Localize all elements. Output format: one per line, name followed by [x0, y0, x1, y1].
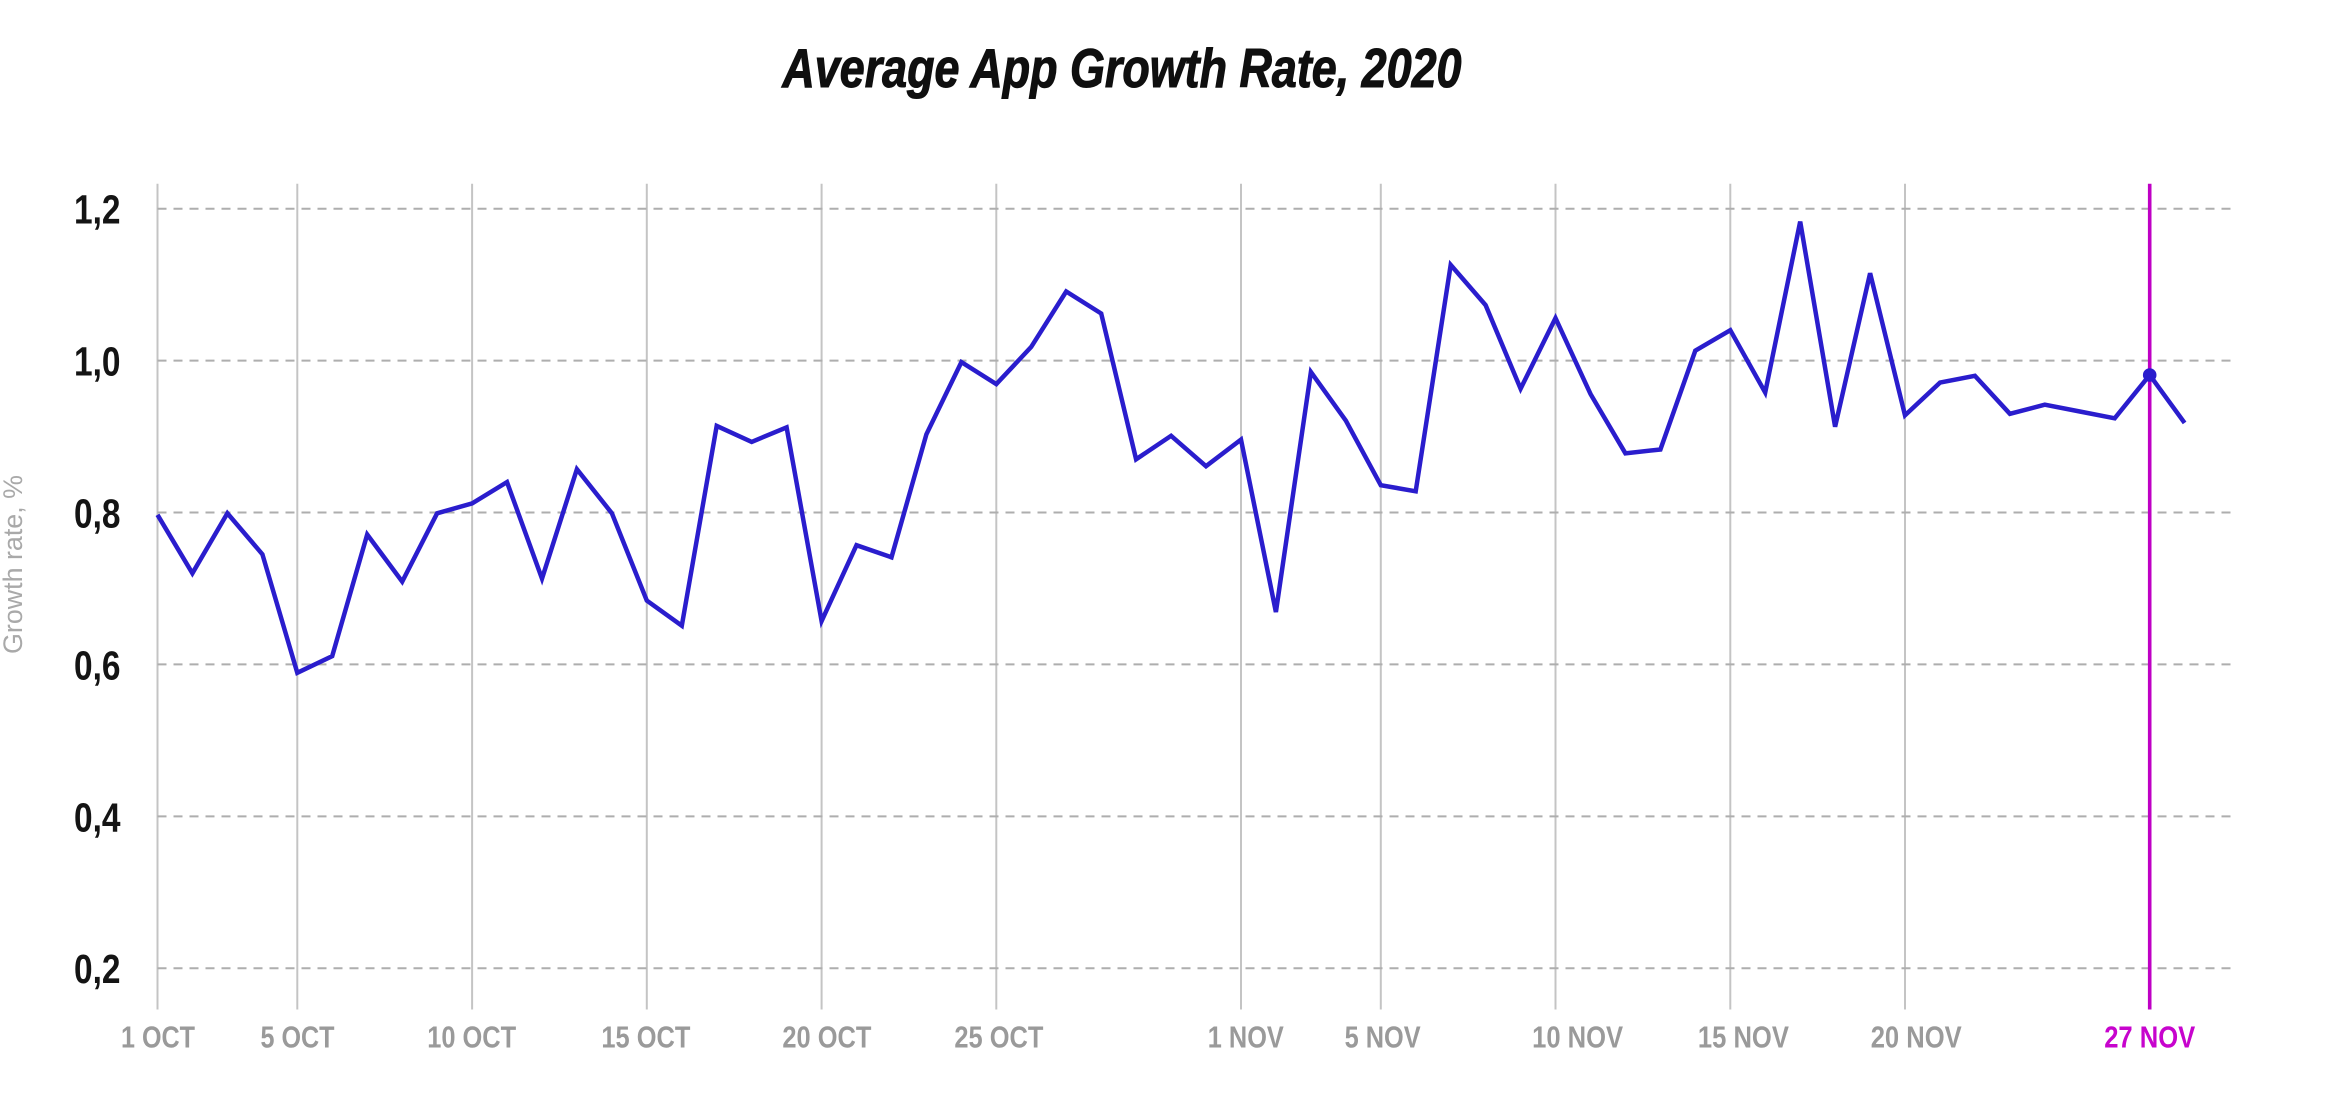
svg-text:Growth rate, %: Growth rate, %: [0, 475, 28, 654]
svg-text:0,8: 0,8: [74, 490, 121, 536]
svg-text:20 NOV: 20 NOV: [1871, 1020, 1962, 1055]
svg-text:1 NOV: 1 NOV: [1208, 1020, 1284, 1055]
svg-text:15 OCT: 15 OCT: [601, 1020, 690, 1055]
svg-text:10 NOV: 10 NOV: [1532, 1020, 1623, 1055]
svg-text:1 OCT: 1 OCT: [121, 1020, 195, 1055]
svg-text:5 OCT: 5 OCT: [261, 1020, 335, 1055]
svg-text:20 OCT: 20 OCT: [782, 1020, 871, 1055]
svg-text:15 NOV: 15 NOV: [1698, 1020, 1789, 1055]
svg-text:0,2: 0,2: [74, 946, 121, 992]
svg-text:5 NOV: 5 NOV: [1345, 1020, 1421, 1055]
svg-text:27 NOV: 27 NOV: [2104, 1020, 2195, 1055]
svg-text:25 OCT: 25 OCT: [954, 1020, 1043, 1055]
svg-text:1,0: 1,0: [74, 339, 121, 385]
svg-text:0,6: 0,6: [74, 642, 121, 688]
svg-text:Average App Growth Rate, 2020: Average App Growth Rate, 2020: [781, 38, 1462, 99]
svg-text:0,4: 0,4: [74, 794, 121, 840]
svg-text:1,2: 1,2: [74, 187, 121, 233]
svg-text:10 OCT: 10 OCT: [427, 1020, 516, 1055]
